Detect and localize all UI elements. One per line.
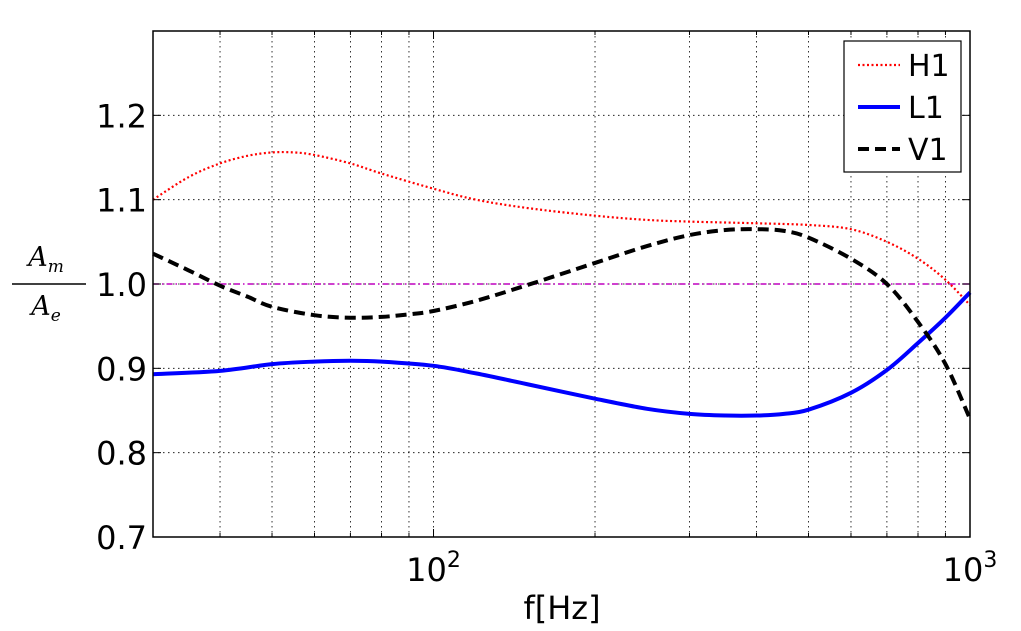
y-tick-label: 1.1 [96,182,147,220]
ylabel-denominator: Ae [28,291,61,326]
y-tick-labels: 0.7 0.8 0.9 1.0 1.1 1.2 [96,97,147,557]
y-tick-label: 0.8 [96,435,147,473]
legend: H1 L1 V1 [843,40,962,173]
legend-label-v1: V1 [908,133,948,168]
y-tick-label: 1.0 [96,266,147,304]
x-tick-labels: 102 103 [406,548,997,589]
x-axis-label: f[Hz] [523,589,600,627]
series-line-v1 [152,227,972,420]
legend-label-h1: H1 [908,49,950,84]
y-tick-label: 0.9 [96,350,147,388]
legend-label-l1: L1 [908,91,944,126]
y-tick-label: 1.2 [96,97,147,135]
series-line-h1 [152,150,971,306]
y-tick-label: 0.7 [96,519,147,557]
x-tick-label: 103 [943,548,998,589]
series-line-l1 [152,291,972,418]
x-tick-label: 102 [406,548,461,589]
ylabel-numerator: Am [25,242,64,277]
y-axis-label: Am Ae [12,242,86,326]
series-group [152,150,972,420]
ticks [152,31,971,538]
